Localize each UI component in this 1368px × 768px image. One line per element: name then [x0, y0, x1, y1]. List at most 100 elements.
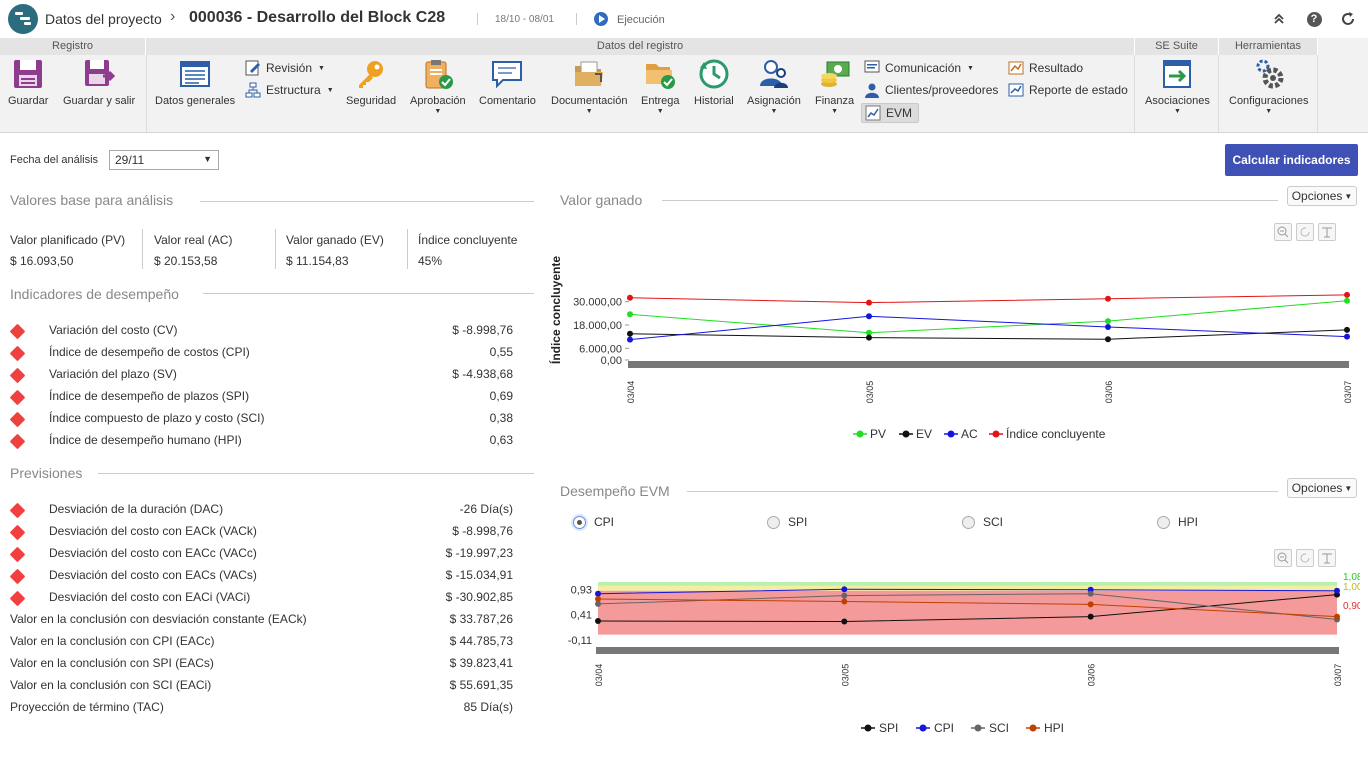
save-and-exit-button[interactable]: Guardar y salir: [63, 58, 135, 107]
alert-diamond-icon: [9, 568, 26, 585]
associations-button[interactable]: Asociaciones ▼: [1145, 58, 1210, 115]
data-point: [1105, 295, 1111, 302]
legend-label: SCI: [989, 721, 1009, 735]
legend-marker: [947, 430, 955, 438]
legend-label: SPI: [879, 721, 898, 735]
row-value: $ -15.034,91: [445, 568, 513, 582]
analysis-date-select[interactable]: 29/11 ▼: [109, 150, 219, 170]
radio-label: CPI: [594, 515, 615, 529]
row-value: $ -4.938,68: [452, 367, 513, 381]
help-icon[interactable]: ?: [1305, 10, 1323, 28]
approval-button[interactable]: Aprobación ▼: [410, 58, 466, 115]
analysis-date-value: 29/11: [115, 153, 145, 167]
general-data-button[interactable]: Datos generales: [155, 58, 235, 107]
x-tick-label: 03/07: [1343, 381, 1353, 404]
general-data-label: Datos generales: [155, 95, 236, 107]
row-label: Valor en la conclusión con desviación co…: [10, 612, 307, 626]
forecasts-title: Previsiones: [10, 465, 83, 481]
save-exit-icon: [83, 58, 116, 90]
settings-label: Configuraciones: [1229, 95, 1309, 107]
divider: [1218, 55, 1219, 132]
kpi-value: $ 20.153,58: [154, 254, 218, 268]
app-logo-icon[interactable]: [8, 4, 38, 34]
refresh-icon[interactable]: [1339, 10, 1357, 28]
comment-label: Comentario: [479, 95, 536, 107]
divider: [687, 491, 1278, 492]
evm-performance-title: Desempeño EVM: [560, 483, 670, 499]
x-axis-bar: [628, 361, 1349, 368]
documentation-button[interactable]: Documentación ▼: [551, 58, 627, 115]
threshold-label: 1,00: [1343, 582, 1360, 593]
data-point: [1087, 590, 1094, 597]
series-line-ac: [629, 315, 1348, 341]
title-bar: Datos del proyecto › 000036 - Desarrollo…: [0, 0, 1368, 38]
delivery-button[interactable]: Entrega ▼: [641, 58, 680, 115]
divider: [146, 55, 147, 132]
history-button[interactable]: Historial: [694, 58, 734, 107]
result-button[interactable]: Resultado: [1008, 60, 1083, 76]
radio-cpi[interactable]: [573, 516, 586, 529]
x-tick-label: 03/06: [1087, 664, 1097, 687]
row-label: Índice de desempeño de plazos (SPI): [49, 389, 250, 403]
clients-suppliers-button[interactable]: Clientes/proveedores: [864, 82, 998, 98]
collapse-up-icon[interactable]: [1270, 10, 1288, 28]
earned-value-chart: Índice concluyente 0,006.000,00 18.000,00 3…: [548, 256, 1353, 441]
associations-label: Asociaciones: [1145, 95, 1210, 107]
evm-button[interactable]: EVM: [861, 103, 920, 123]
zoom-out-icon[interactable]: [1274, 223, 1292, 241]
legend-marker: [864, 724, 872, 732]
revision-menu[interactable]: Revisión ▼: [245, 60, 325, 76]
communication-menu[interactable]: Comunicación ▼: [864, 60, 974, 76]
threshold-label: 0,90: [1343, 601, 1360, 612]
series-line-pv: [629, 300, 1348, 334]
row-value: $ 55.691,35: [449, 678, 513, 692]
earned-value-options-button[interactable]: Opciones ▼: [1287, 186, 1357, 206]
pan-icon[interactable]: [1318, 549, 1336, 567]
dropdown-caret-icon: ▼: [770, 108, 778, 115]
analysis-date-label: Fecha del análisis: [10, 154, 99, 166]
reset-zoom-icon[interactable]: [1296, 549, 1314, 567]
project-dates: 18/10 - 08/01: [495, 14, 554, 25]
ribbon-toolbar: Registro Datos del registro SE Suite Her…: [0, 38, 1368, 133]
status-text: Ejecución: [617, 14, 665, 26]
zoom-out-icon[interactable]: [1274, 549, 1292, 567]
evm-options-button[interactable]: Opciones ▼: [1287, 478, 1357, 498]
breadcrumb[interactable]: Datos del proyecto: [45, 11, 162, 27]
radio-sci[interactable]: [962, 516, 975, 529]
series-line-índice-concluyente: [629, 294, 1348, 304]
pan-icon[interactable]: [1318, 223, 1336, 241]
data-point: [866, 334, 872, 341]
data-point: [1105, 336, 1111, 343]
alert-diamond-icon: [9, 323, 26, 340]
assignment-button[interactable]: Asignación ▼: [747, 58, 801, 115]
row-label: Variación del plazo (SV): [49, 367, 177, 381]
delivery-label: Entrega: [641, 95, 680, 107]
settings-button[interactable]: Configuraciones ▼: [1229, 58, 1309, 115]
row-label: Índice compuesto de plazo y costo (SCI): [49, 411, 265, 425]
status-report-button[interactable]: Reporte de estado: [1008, 82, 1128, 98]
kpi-value: $ 11.154,83: [286, 254, 349, 268]
reset-zoom-icon[interactable]: [1296, 223, 1314, 241]
structure-label: Estructura: [266, 83, 321, 97]
threshold-band: [598, 585, 1337, 591]
x-tick-label: 03/05: [865, 381, 875, 404]
data-point: [595, 600, 601, 607]
y-tick-label: 30.000,00: [573, 297, 622, 309]
row-label: Variación del costo (CV): [49, 323, 178, 337]
group-herramientas: Herramientas: [1219, 38, 1318, 55]
finance-button[interactable]: Finanza ▼: [815, 58, 854, 115]
finance-label: Finanza: [815, 95, 855, 107]
radio-hpi[interactable]: [1157, 516, 1170, 529]
data-point: [1334, 613, 1340, 620]
security-button[interactable]: Seguridad: [346, 58, 396, 107]
data-point: [627, 294, 633, 301]
comment-button[interactable]: Comentario: [479, 58, 536, 107]
row-value: $ -8.998,76: [452, 524, 513, 538]
save-button[interactable]: Guardar: [8, 58, 48, 107]
radio-spi[interactable]: [767, 516, 780, 529]
speech-bubble-icon: [491, 58, 523, 90]
structure-menu[interactable]: Estructura ▼: [245, 82, 334, 98]
data-point: [866, 313, 872, 320]
structure-icon: [245, 82, 261, 98]
calculate-indicators-button[interactable]: Calcular indicadores: [1225, 144, 1358, 176]
